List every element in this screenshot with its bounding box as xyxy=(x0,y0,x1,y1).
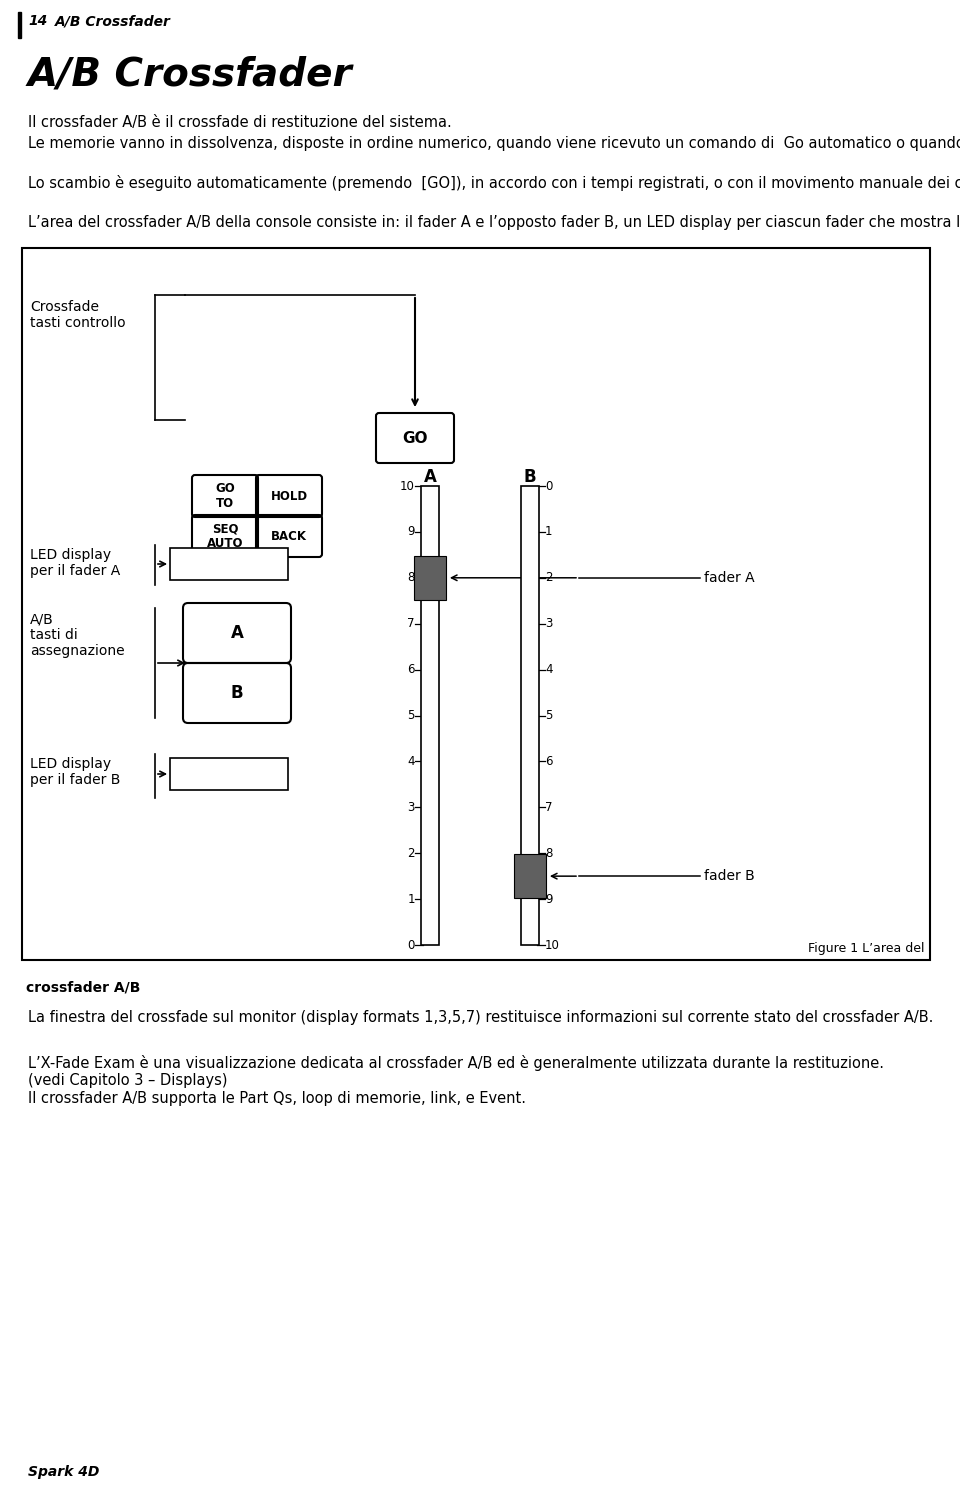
Text: Crossfade: Crossfade xyxy=(30,301,99,314)
Text: A/B: A/B xyxy=(30,612,54,625)
Bar xyxy=(414,557,446,600)
Bar xyxy=(170,548,288,580)
Text: 8: 8 xyxy=(545,847,552,860)
Text: 5: 5 xyxy=(545,709,552,723)
Text: 3: 3 xyxy=(545,618,552,630)
Text: 7: 7 xyxy=(545,800,553,814)
Bar xyxy=(18,12,21,37)
Text: 6: 6 xyxy=(545,755,553,767)
Text: 9: 9 xyxy=(407,525,415,539)
Text: 8: 8 xyxy=(408,571,415,585)
Text: Il crossfader A/B è il crossfade di restituzione del sistema.: Il crossfader A/B è il crossfade di rest… xyxy=(28,115,452,130)
Text: Figure 1 L’area del: Figure 1 L’area del xyxy=(808,942,925,954)
Text: 5: 5 xyxy=(408,709,415,723)
Text: fader B: fader B xyxy=(704,869,755,883)
Text: tasti controllo: tasti controllo xyxy=(30,316,126,331)
Bar xyxy=(521,486,539,945)
Text: 2: 2 xyxy=(545,571,553,585)
Text: per il fader A: per il fader A xyxy=(30,564,120,577)
Text: 10: 10 xyxy=(400,480,415,492)
Text: Le memorie vanno in dissolvenza, disposte in ordine numerico, quando viene ricev: Le memorie vanno in dissolvenza, dispost… xyxy=(28,135,960,151)
Text: tasti di: tasti di xyxy=(30,628,78,642)
Bar xyxy=(22,248,930,960)
Text: HOLD: HOLD xyxy=(271,489,307,503)
Bar xyxy=(170,758,288,790)
Text: Spark 4D: Spark 4D xyxy=(28,1465,100,1480)
Text: 6: 6 xyxy=(407,663,415,676)
Text: A/B Crossfader: A/B Crossfader xyxy=(55,13,171,28)
Text: per il fader B: per il fader B xyxy=(30,773,120,787)
Text: 1: 1 xyxy=(545,525,553,539)
Bar xyxy=(514,854,546,898)
Text: BACK: BACK xyxy=(271,530,307,543)
Text: 2: 2 xyxy=(407,847,415,860)
Text: 7: 7 xyxy=(407,618,415,630)
Text: L’X-Fade Exam è una visualizzazione dedicata al crossfader A/B ed è generalmente: L’X-Fade Exam è una visualizzazione dedi… xyxy=(28,1055,884,1106)
Text: 14: 14 xyxy=(28,13,47,28)
Text: La finestra del crossfade sul monitor (display formats 1,3,5,7) restituisce info: La finestra del crossfade sul monitor (d… xyxy=(28,1010,933,1025)
Text: A: A xyxy=(230,624,244,642)
Text: A: A xyxy=(423,468,437,486)
Text: fader A: fader A xyxy=(704,571,755,585)
Text: LED display: LED display xyxy=(30,757,111,770)
Text: GO: GO xyxy=(402,431,428,446)
Text: 9: 9 xyxy=(545,893,553,905)
Text: B: B xyxy=(524,468,537,486)
Text: LED display: LED display xyxy=(30,548,111,562)
Text: 3: 3 xyxy=(408,800,415,814)
Text: 4: 4 xyxy=(407,755,415,767)
Text: crossfader A/B: crossfader A/B xyxy=(26,980,140,993)
Text: A/B Crossfader: A/B Crossfader xyxy=(28,55,352,93)
Text: 10: 10 xyxy=(545,938,560,951)
Bar xyxy=(421,486,439,945)
Text: GO
TO: GO TO xyxy=(215,482,235,510)
Text: assegnazione: assegnazione xyxy=(30,643,125,658)
Text: SEQ
AUTO: SEQ AUTO xyxy=(206,522,243,551)
Text: Lo scambio è eseguito automaticamente (premendo  [GO]), in accordo con i tempi r: Lo scambio è eseguito automaticamente (p… xyxy=(28,175,960,191)
Text: 0: 0 xyxy=(545,480,552,492)
Text: B: B xyxy=(230,684,243,702)
Text: L’area del crossfader A/B della console consiste in: il fader A e l’opposto fade: L’area del crossfader A/B della console … xyxy=(28,215,960,230)
Text: 1: 1 xyxy=(407,893,415,905)
Text: 4: 4 xyxy=(545,663,553,676)
Text: 0: 0 xyxy=(408,938,415,951)
